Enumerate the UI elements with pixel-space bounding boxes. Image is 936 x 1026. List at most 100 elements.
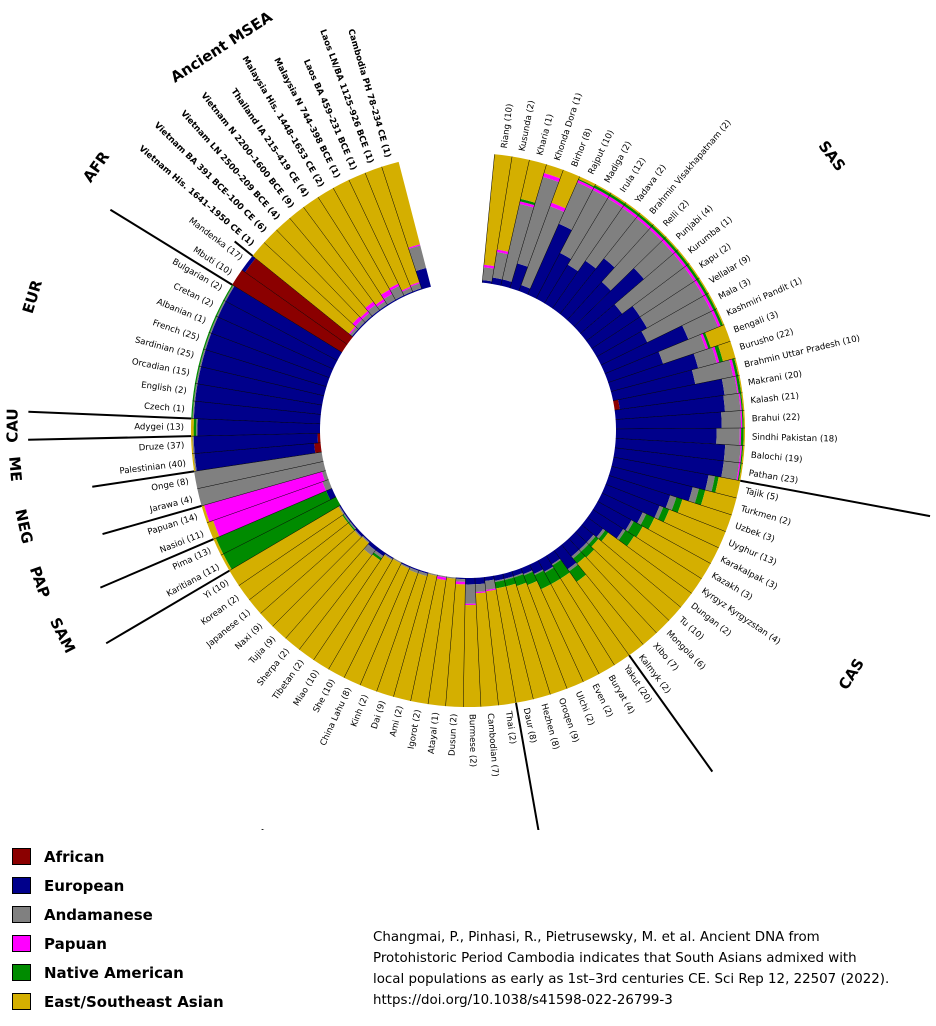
segment-andamanese <box>567 562 578 572</box>
segment-east-southeast-asian <box>560 572 630 666</box>
region-label-eur: EUR <box>19 277 46 315</box>
segment-european <box>211 316 334 378</box>
label-thai-2: Thai (2) <box>503 709 518 744</box>
segment-east-southeast-asian <box>718 341 736 362</box>
segment-andamanese <box>402 287 413 296</box>
segment-native-american <box>739 392 744 411</box>
segment-east-southeast-asian <box>577 556 657 645</box>
label-kinh-2: Kinh (2) <box>349 693 371 728</box>
segment-native-american <box>714 345 724 363</box>
segment-european <box>193 433 318 454</box>
bar-vietnam-ba-391-bce-100-ce-6 <box>263 229 366 331</box>
bar-separator <box>613 456 741 481</box>
segment-european <box>580 304 623 341</box>
segment-east-southeast-asian <box>495 586 534 703</box>
segment-east-southeast-asian <box>648 517 719 564</box>
segment-european <box>618 378 725 410</box>
segment-andamanese <box>551 558 561 566</box>
segment-european <box>418 569 429 574</box>
segment-native-american <box>598 530 609 542</box>
segment-native-american <box>675 250 689 266</box>
segment-andamanese <box>691 359 734 385</box>
label-adygei-13: Adygei (13) <box>134 422 184 432</box>
segment-andamanese <box>392 557 402 564</box>
segment-native-american <box>203 332 211 350</box>
segment-andamanese <box>465 584 477 604</box>
segment-papuan <box>380 289 393 300</box>
segment-east-southeast-asian <box>333 179 399 289</box>
bar-ulchi-2 <box>520 564 584 689</box>
bar-separator <box>596 292 709 357</box>
bar-daur-8 <box>493 573 534 703</box>
segment-european <box>608 466 693 502</box>
segment-andamanese <box>384 553 393 561</box>
bar-separator <box>192 400 321 415</box>
segment-european <box>197 366 324 406</box>
label-druze-37: Druze (37) <box>138 441 184 453</box>
segment-european <box>575 524 594 543</box>
bar-separator <box>493 575 517 703</box>
label-kalash-21: Kalash (21) <box>750 391 799 406</box>
legend-item-andamanese: Andamanese <box>12 900 224 929</box>
segment-papuan <box>410 282 420 287</box>
segment-andamanese <box>192 436 195 454</box>
bar-thai-2 <box>484 575 517 706</box>
segment-east-southeast-asian <box>289 207 374 308</box>
segment-european <box>597 492 643 524</box>
segment-papuan <box>740 410 743 429</box>
bar-separator <box>232 284 343 353</box>
bar-yi-10 <box>229 505 346 586</box>
segment-native-american <box>523 571 538 586</box>
bar-separator <box>608 475 732 516</box>
segment-native-american <box>671 497 683 513</box>
segment-native-american <box>519 198 536 206</box>
segment-european <box>358 322 366 330</box>
segment-papuan <box>607 196 624 208</box>
segment-east-southeast-asian <box>483 154 513 267</box>
segment-native-american <box>223 496 341 570</box>
label-cambodian-7: Cambodian (7) <box>485 713 500 777</box>
segment-papuan <box>542 173 561 183</box>
segment-european <box>367 541 378 551</box>
citation-line-4: https://doi.org/10.1038/s41598-022-26799… <box>373 993 673 1008</box>
segment-european <box>205 333 330 387</box>
segment-papuan <box>673 252 687 268</box>
bar-dusun-2 <box>445 577 466 707</box>
legend-item-african: African <box>12 842 224 871</box>
segment-andamanese <box>658 334 706 364</box>
segment-east-southeast-asian <box>475 592 499 707</box>
citation: Changmai, P., Pinhasi, R., Pietrusewsky,… <box>373 927 933 1011</box>
segment-andamanese <box>383 293 396 305</box>
segment-east-southeast-asian <box>540 584 600 682</box>
bar-adygei-13 <box>190 418 321 437</box>
segment-papuan <box>703 294 714 312</box>
legend-label: Native American <box>44 963 184 982</box>
bar-atayal-1 <box>428 576 457 707</box>
segment-andamanese <box>194 452 324 489</box>
segment-papuan <box>549 202 566 212</box>
segment-european <box>371 309 381 317</box>
segment-east-southeast-asian <box>677 249 690 265</box>
segment-papuan <box>360 310 370 320</box>
region-label-esea: ESEA <box>254 826 301 830</box>
bar-tu-10 <box>575 524 681 621</box>
segment-european <box>350 520 358 529</box>
segment-east-southeast-asian <box>576 574 644 656</box>
segment-papuan <box>592 187 610 199</box>
segment-east-southeast-asian <box>505 583 551 700</box>
bar-separator <box>332 187 397 301</box>
bar-vietnam-ln-2500-209-bce-4 <box>276 218 373 324</box>
bar-nasioi-11 <box>206 479 333 540</box>
segment-european <box>482 280 492 284</box>
bar-burusho-22 <box>608 340 736 392</box>
bar-separator <box>192 442 321 455</box>
segment-east-southeast-asian <box>627 535 702 594</box>
segment-papuan <box>739 428 742 446</box>
segment-papuan <box>622 205 638 218</box>
bar-separator <box>500 159 530 286</box>
bar-separator <box>263 242 360 331</box>
bar-separator <box>491 156 513 284</box>
segment-european <box>559 258 615 321</box>
divider-eur <box>28 410 192 420</box>
segment-european <box>200 349 327 396</box>
